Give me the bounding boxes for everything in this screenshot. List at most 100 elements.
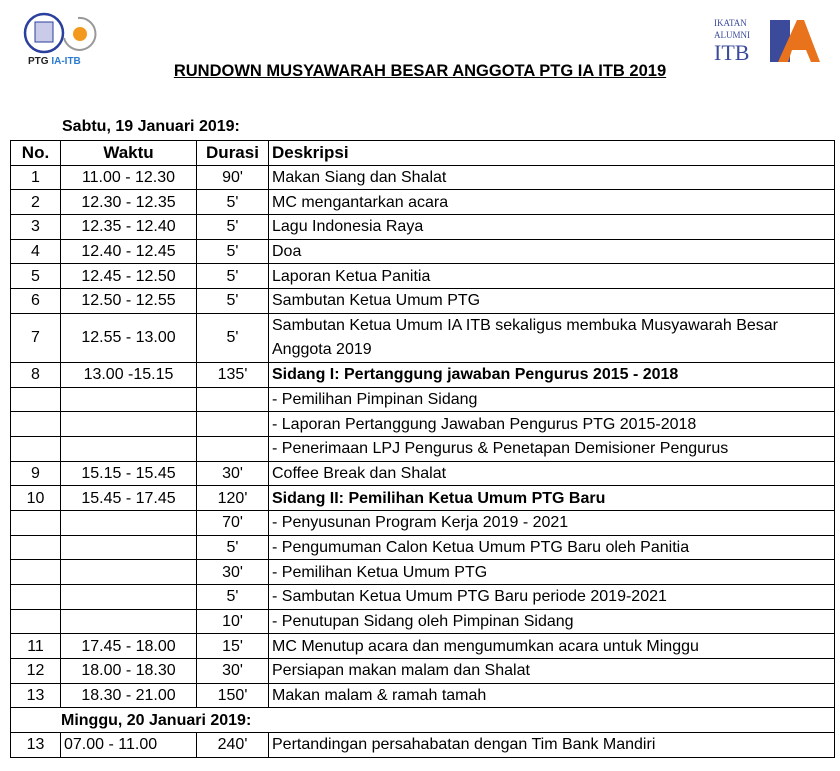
table-row: 7 12.55 - 13.00 5' Sambutan Ketua Umum IA I…: [10, 312, 835, 363]
cell-durasi: [196, 386, 269, 413]
table-row: 3 12.35 - 12.40 5' Lagu Indonesia Raya: [10, 214, 835, 240]
cell-durasi: [196, 435, 269, 462]
table-row: 5 12.45 - 12.50 5' Laporan Ketua Panitia: [10, 263, 835, 290]
table-row: 70' - Penyusunan Program Kerja 2019 - 202…: [10, 509, 835, 536]
cell-waktu: 11.00 - 12.30: [60, 164, 197, 191]
cell-waktu: 18.00 - 18.30: [60, 658, 197, 684]
cell-desc: - Pemilihan Pimpinan Sidang: [268, 386, 835, 413]
ikatan-alumni-itb-logo: IKATAN ALUMNI ITB: [712, 14, 822, 65]
table-row: 2 12.30 - 12.35 5' MC mengantarkan acara: [10, 189, 835, 216]
cell-durasi: 30': [196, 559, 269, 585]
header-waktu: Waktu: [60, 140, 197, 166]
cell-no: 8: [10, 361, 61, 388]
cell-desc: Pertandingan persahabatan dengan Tim Ban…: [268, 732, 835, 758]
table-row: 5' - Sambutan Ketua Umum PTG Baru periode…: [10, 584, 835, 610]
cell-durasi: 70': [196, 509, 269, 536]
table-row: - Penerimaan LPJ Pengurus & Penetapan De…: [10, 435, 835, 462]
table-row: 6 12.50 - 12.55 5' Sambutan Ketua Umum PTG: [10, 288, 835, 314]
cell-desc: Makan malam & ramah tamah: [268, 682, 835, 709]
cell-no: [10, 559, 61, 585]
table-row: 1 11.00 - 12.30 90' Makan Siang dan Shalat: [10, 164, 835, 191]
cell-desc: Sidang II: Pemilihan Ketua Umum PTG Baru: [268, 485, 835, 511]
table-row: 10' - Penutupan Sidang oleh Pimpinan Sida…: [10, 608, 835, 635]
cell-durasi: 5': [196, 238, 269, 265]
table-row: - Pemilihan Pimpinan Sidang: [10, 386, 835, 413]
cell-no: [10, 608, 61, 635]
cell-waktu: [60, 435, 197, 462]
header-durasi: Durasi: [196, 140, 269, 166]
cell-no: 5: [10, 263, 61, 290]
cell-durasi: 5': [196, 312, 269, 363]
cell-durasi: 5': [196, 288, 269, 314]
table-row: 30' - Pemilihan Ketua Umum PTG: [10, 559, 835, 585]
cell-waktu: [60, 534, 197, 561]
cell-no: [10, 435, 61, 462]
cell-no: 10: [10, 485, 61, 511]
cell-desc: - Pengumuman Calon Ketua Umum PTG Baru o…: [268, 534, 835, 561]
cell-waktu: 18.30 - 21.00: [60, 682, 197, 709]
cell-waktu: 12.30 - 12.35: [60, 189, 197, 216]
table-row: - Laporan Pertanggung Jawaban Pengurus P…: [10, 411, 835, 437]
cell-durasi: 150': [196, 682, 269, 709]
cell-no: 6: [10, 288, 61, 314]
cell-durasi: 5': [196, 263, 269, 290]
cell-waktu: 12.35 - 12.40: [60, 214, 197, 240]
cell-durasi: 30': [196, 658, 269, 684]
cell-desc: Sambutan Ketua Umum IA ITB sekaligus mem…: [268, 312, 835, 363]
cell-waktu: 12.40 - 12.45: [60, 238, 197, 265]
cell-waktu: 17.45 - 18.00: [60, 633, 197, 660]
cell-no: 13: [10, 732, 61, 758]
cell-waktu: 15.45 - 17.45: [60, 485, 197, 511]
cell-desc: - Penerimaan LPJ Pengurus & Penetapan De…: [268, 435, 835, 462]
cell-no: [10, 584, 61, 610]
cell-no: 13: [10, 682, 61, 709]
cell-waktu: 12.55 - 13.00: [60, 312, 197, 363]
cell-durasi: 30': [196, 460, 269, 487]
cell-durasi: [196, 411, 269, 437]
svg-text:ITB: ITB: [714, 40, 749, 64]
cell-durasi: 240': [196, 732, 269, 758]
cell-waktu: 07.00 - 11.00: [60, 732, 197, 758]
cell-durasi: 5': [196, 214, 269, 240]
cell-desc: MC mengantarkan acara: [268, 189, 835, 216]
cell-no: 9: [10, 460, 61, 487]
table-row: 8 13.00 -15.15 135' Sidang I: Pertanggung j…: [10, 361, 835, 388]
cell-desc: - Penyusunan Program Kerja 2019 - 2021: [268, 509, 835, 536]
header-no: No.: [10, 140, 61, 166]
cell-no: 11: [10, 633, 61, 660]
cell-no: 2: [10, 189, 61, 216]
table-row: 13 07.00 - 11.00 240' Pertandingan persahab…: [10, 732, 835, 758]
cell-desc: - Sambutan Ketua Umum PTG Baru periode 2…: [268, 584, 835, 610]
cell-waktu: 12.45 - 12.50: [60, 263, 197, 290]
cell-waktu: 13.00 -15.15: [60, 361, 197, 388]
cell-waktu: [60, 386, 197, 413]
cell-durasi: 5': [196, 584, 269, 610]
cell-desc: Lagu Indonesia Raya: [268, 214, 835, 240]
cell-durasi: 120': [196, 485, 269, 511]
cell-waktu: [60, 411, 197, 437]
cell-no: 4: [10, 238, 61, 265]
cell-no: [10, 534, 61, 561]
cell-no: 12: [10, 658, 61, 684]
table-row: 11 17.45 - 18.00 15' MC Menutup acara dan m…: [10, 633, 835, 660]
cell-no: [10, 386, 61, 413]
cell-waktu: 12.50 - 12.55: [60, 288, 197, 314]
cell-desc: - Pemilihan Ketua Umum PTG: [268, 559, 835, 585]
rundown-table: No. Waktu Durasi Deskripsi 1 11.00 - 12.3…: [10, 140, 835, 758]
svg-text:ALUMNI: ALUMNI: [714, 30, 750, 40]
cell-waktu: 15.15 - 15.45: [60, 460, 197, 487]
svg-text:IKATAN: IKATAN: [714, 18, 747, 28]
svg-text:PTG IA-ITB: PTG IA-ITB: [28, 56, 81, 67]
cell-desc: Sambutan Ketua Umum PTG: [268, 288, 835, 314]
cell-no: [10, 509, 61, 536]
cell-no: 7: [10, 312, 61, 363]
table-header: No. Waktu Durasi Deskripsi: [10, 140, 835, 166]
cell-waktu: [60, 509, 197, 536]
day2-label-row: Minggu, 20 Januari 2019:: [10, 707, 835, 734]
cell-no: 1: [10, 164, 61, 191]
cell-durasi: 10': [196, 608, 269, 635]
cell-desc: - Penutupan Sidang oleh Pimpinan Sidang: [268, 608, 835, 635]
cell-waktu: [60, 559, 197, 585]
cell-waktu: [60, 608, 197, 635]
table-row: 13 18.30 - 21.00 150' Makan malam & ramah t…: [10, 682, 835, 709]
